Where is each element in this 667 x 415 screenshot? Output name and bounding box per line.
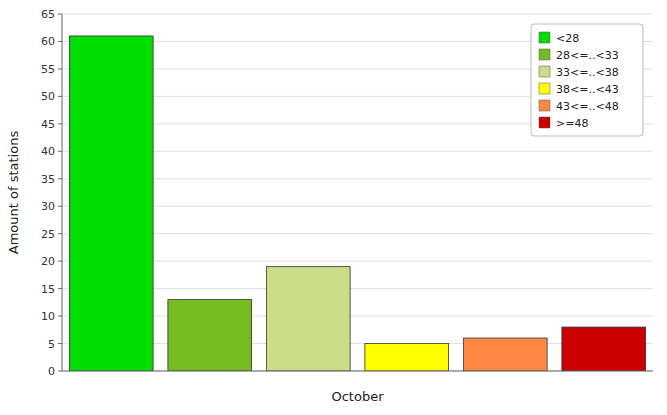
tick-label: 5 bbox=[48, 338, 55, 351]
tick-mark bbox=[58, 178, 62, 179]
legend-swatch bbox=[539, 117, 550, 128]
legend-label: 43<=..<48 bbox=[556, 100, 619, 113]
y-axis-line bbox=[62, 14, 63, 371]
tick-label: 10 bbox=[41, 310, 55, 323]
bar bbox=[365, 344, 449, 371]
tick-label: 55 bbox=[41, 63, 55, 76]
tick-label: 45 bbox=[41, 118, 55, 131]
legend-swatch bbox=[539, 83, 550, 94]
tick-label: 50 bbox=[41, 90, 55, 103]
chart: 0 5 10 15 20 25 30 35 40 45 50 55 60 65 October Amount … bbox=[0, 0, 667, 415]
chart-container: 0 5 10 15 20 25 30 35 40 45 50 55 60 65 October Amount … bbox=[0, 0, 667, 415]
tick-mark bbox=[58, 316, 62, 317]
grid-line bbox=[62, 371, 653, 372]
legend-label: <28 bbox=[556, 32, 579, 45]
grid-line bbox=[62, 14, 653, 15]
tick-label: 35 bbox=[41, 173, 55, 186]
tick-mark bbox=[58, 206, 62, 207]
legend-label: 33<=..<38 bbox=[556, 66, 619, 79]
bar bbox=[69, 36, 153, 371]
tick-mark bbox=[58, 14, 62, 15]
tick-label: 30 bbox=[41, 200, 55, 213]
tick-mark bbox=[58, 151, 62, 152]
bar bbox=[463, 338, 547, 371]
tick-mark bbox=[58, 233, 62, 234]
tick-mark bbox=[58, 343, 62, 344]
tick-mark bbox=[58, 41, 62, 42]
x-axis-label: October bbox=[331, 389, 384, 404]
x-axis-line bbox=[62, 371, 653, 372]
tick-label: 15 bbox=[41, 283, 55, 296]
tick-label: 20 bbox=[41, 255, 55, 268]
legend-label: 28<=..<33 bbox=[556, 49, 619, 62]
bar bbox=[562, 327, 646, 371]
y-axis-label: Amount of stations bbox=[6, 131, 21, 255]
bar bbox=[266, 267, 350, 371]
tick-mark bbox=[58, 68, 62, 69]
legend: <28 28<=..<33 33<=..<38 38<=..<43 43<=..<48 >… bbox=[531, 24, 643, 136]
tick-label: 60 bbox=[41, 35, 55, 48]
legend-swatch bbox=[539, 49, 550, 60]
tick-mark bbox=[58, 288, 62, 289]
legend-label: 38<=..<43 bbox=[556, 83, 619, 96]
tick-mark bbox=[58, 96, 62, 97]
tick-label: 0 bbox=[48, 365, 55, 378]
grid bbox=[62, 14, 653, 371]
legend-swatch bbox=[539, 66, 550, 77]
legend-swatch bbox=[539, 100, 550, 111]
bars bbox=[69, 36, 645, 371]
tick-label: 65 bbox=[41, 8, 55, 21]
legend-swatch bbox=[539, 32, 550, 43]
tick-mark bbox=[58, 123, 62, 124]
legend-label: >=48 bbox=[556, 117, 588, 130]
legend-frame bbox=[531, 24, 643, 136]
tick-label: 25 bbox=[41, 228, 55, 241]
tick-label: 40 bbox=[41, 145, 55, 158]
tick-mark bbox=[58, 261, 62, 262]
tick-mark bbox=[58, 371, 62, 372]
bar bbox=[168, 300, 252, 371]
y-axis: 0 5 10 15 20 25 30 35 40 45 50 55 60 65 bbox=[41, 8, 62, 378]
